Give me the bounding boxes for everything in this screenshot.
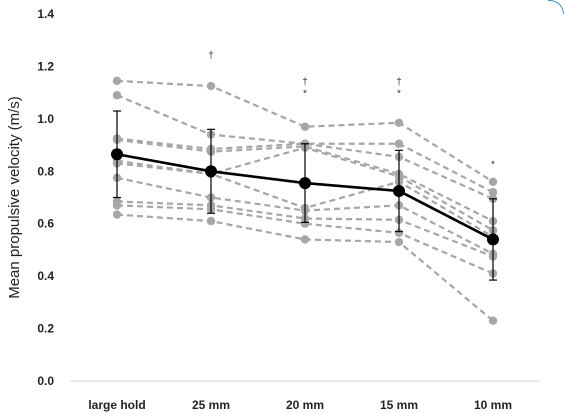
significance-mark: † — [396, 77, 402, 88]
individual-series-line — [116, 94, 494, 194]
significance-mark: * — [303, 89, 307, 100]
x-tick-label: 20 mm — [286, 398, 324, 412]
mean-point — [205, 165, 217, 178]
individual-point — [394, 139, 404, 148]
x-tick-label: large hold — [88, 398, 145, 412]
y-tick-label: 0.6 — [37, 217, 54, 231]
y-tick-label: 1.2 — [37, 59, 54, 73]
individual-point — [394, 118, 404, 127]
y-tick-label: 0.4 — [37, 269, 54, 283]
individual-point — [206, 81, 216, 91]
individual-point — [394, 237, 404, 247]
mean-point — [393, 184, 405, 197]
individual-point — [300, 235, 310, 244]
individual-point — [112, 210, 122, 219]
significance-mark: † — [208, 51, 214, 62]
individual-series-line — [116, 204, 494, 275]
individual-series-line — [116, 213, 494, 322]
individual-series-line — [116, 200, 494, 258]
individual-point — [300, 219, 310, 228]
individual-point — [112, 201, 122, 210]
individual-point — [300, 122, 310, 131]
individual-point — [488, 188, 498, 197]
mean-series — [111, 110, 499, 281]
x-tick-label: 25 mm — [192, 398, 230, 412]
y-tick-label: 0.2 — [37, 322, 54, 336]
x-axis-ticks: large hold 25 mm 20 mm 15 mm 10 mm — [88, 398, 512, 412]
y-axis-title: Mean propulsive velocity (m/s) — [6, 96, 23, 299]
individual-point — [112, 76, 122, 86]
mean-point — [487, 233, 499, 246]
y-tick-label: 1.4 — [37, 7, 54, 21]
significance-mark: * — [491, 159, 495, 170]
significance-annotations: ††*†** — [208, 51, 495, 171]
individual-series-line — [116, 138, 494, 223]
significance-mark: * — [397, 89, 401, 100]
y-tick-label: 1.0 — [37, 112, 54, 126]
y-tick-label: 0.8 — [37, 164, 54, 178]
x-tick-label: 10 mm — [474, 398, 512, 412]
individual-series-line — [116, 79, 494, 183]
significance-mark: † — [302, 77, 308, 88]
individual-point — [206, 216, 216, 226]
individual-point — [488, 316, 498, 325]
x-tick-label: 15 mm — [380, 398, 418, 412]
individual-point — [394, 228, 404, 238]
mean-point — [111, 148, 123, 161]
individual-point — [488, 177, 498, 186]
y-axis-ticks: 0.0 0.2 0.4 0.6 0.8 1.0 1.2 1.4 — [37, 7, 54, 388]
mean-point — [299, 177, 311, 190]
individual-series-line — [116, 137, 494, 200]
y-tick-label: 0.0 — [37, 374, 54, 388]
individual-point — [112, 91, 122, 100]
